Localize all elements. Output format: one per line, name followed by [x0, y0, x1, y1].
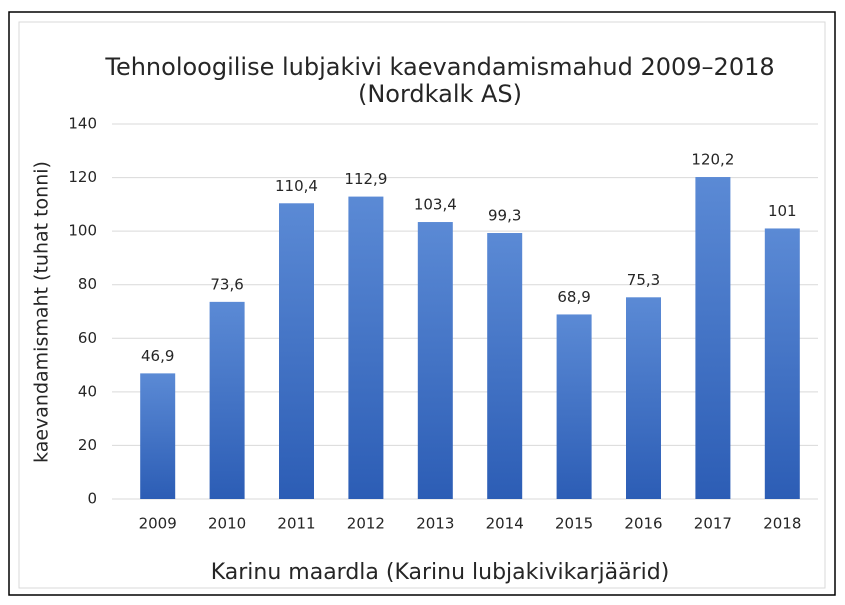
x-tick-label: 2017	[694, 515, 732, 533]
value-label: 120,2	[691, 151, 734, 169]
x-tick-label: 2010	[208, 515, 246, 533]
chart-border	[18, 21, 826, 589]
bar	[764, 228, 800, 499]
bar	[279, 203, 314, 500]
chart-subtitle: (Nordkalk AS)	[358, 80, 522, 108]
y-tick-label: 100	[68, 222, 97, 240]
value-label: 110,4	[275, 177, 318, 195]
chart-title: Tehnoloogilise lubjakivi kaevandamismahu…	[104, 53, 774, 81]
x-tick-label: 2016	[624, 515, 662, 533]
bar	[417, 222, 453, 500]
x-tick-label: 2009	[139, 515, 177, 533]
bar	[695, 177, 731, 500]
bar	[487, 233, 523, 499]
x-axis-title: Karinu maardla (Karinu lubjakivikarjääri…	[211, 560, 670, 585]
bar	[556, 314, 592, 499]
y-axis-title: kaevandamismaht (tuhat tonni)	[31, 161, 53, 463]
value-label: 75,3	[627, 271, 660, 289]
value-label: 99,3	[488, 207, 521, 225]
x-tick-label: 2012	[347, 515, 385, 533]
bar	[140, 373, 176, 499]
x-tick-label: 2013	[416, 515, 454, 533]
x-tick-label: 2011	[277, 515, 315, 533]
y-tick-label: 140	[68, 115, 97, 133]
value-label: 112,9	[344, 170, 387, 188]
bar	[348, 196, 384, 499]
y-tick-label: 20	[78, 436, 97, 454]
y-tick-label: 80	[78, 275, 97, 293]
value-label: 103,4	[414, 196, 457, 214]
x-tick-label: 2014	[486, 515, 524, 533]
y-tick-label: 0	[87, 490, 97, 508]
bar	[209, 301, 245, 499]
y-tick-label: 60	[78, 329, 97, 347]
y-tick-label: 120	[68, 168, 97, 186]
value-label: 46,9	[141, 347, 174, 365]
value-label: 73,6	[210, 275, 243, 293]
y-tick-label: 40	[78, 382, 97, 400]
value-label: 101	[768, 202, 797, 220]
value-label: 68,9	[557, 288, 590, 306]
x-tick-label: 2018	[763, 515, 801, 533]
bar	[626, 297, 661, 499]
x-tick-label: 2015	[555, 515, 593, 533]
